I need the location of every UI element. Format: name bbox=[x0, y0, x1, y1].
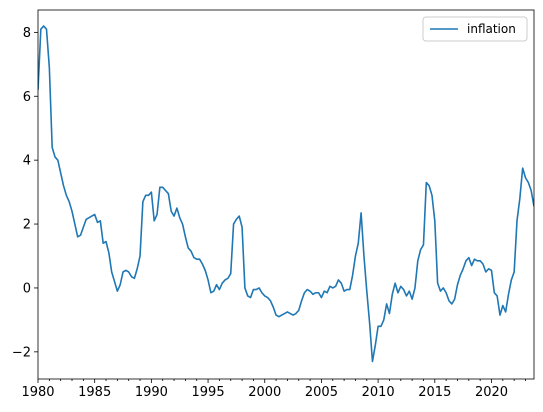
y-tick-label: 4 bbox=[23, 154, 31, 169]
x-tick-label: 2020 bbox=[475, 385, 508, 400]
x-tick-label: 1980 bbox=[21, 385, 54, 400]
series-line-inflation bbox=[38, 25, 534, 363]
y-tick-label: −2 bbox=[12, 345, 31, 360]
series-layer bbox=[38, 25, 534, 363]
y-tick-label: 0 bbox=[23, 281, 31, 296]
x-tick-label: 1985 bbox=[78, 385, 111, 400]
y-tick-label: 8 bbox=[23, 26, 31, 41]
y-tick-label: 6 bbox=[23, 90, 31, 105]
y-axis: −2 0 2 4 6 8 bbox=[12, 26, 38, 360]
x-tick-label: 2000 bbox=[248, 385, 281, 400]
legend-label-inflation: inflation bbox=[467, 22, 516, 36]
y-tick-label: 2 bbox=[23, 218, 31, 233]
x-tick-label: 2015 bbox=[418, 385, 451, 400]
legend-box bbox=[422, 16, 528, 42]
plot-frame bbox=[37, 9, 535, 380]
x-axis: 1980 1985 1990 1995 2000 2005 2010 2015 2020 bbox=[21, 379, 526, 400]
x-tick-label: 2010 bbox=[362, 385, 395, 400]
x-tick-label: 2005 bbox=[305, 385, 338, 400]
x-tick-label: 1990 bbox=[135, 385, 168, 400]
x-tick-label: 1995 bbox=[192, 385, 225, 400]
legend: inflation bbox=[422, 16, 528, 42]
